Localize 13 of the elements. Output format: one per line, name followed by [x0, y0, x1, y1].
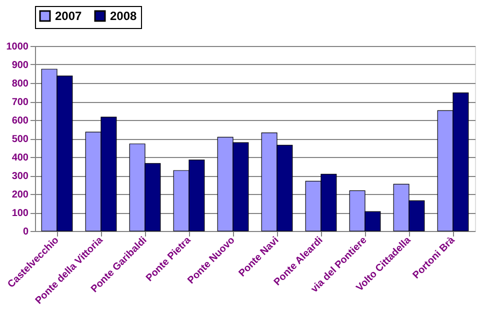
y-tick-label: 0 — [22, 226, 29, 238]
y-tick-label: 1000 — [6, 42, 29, 52]
legend-label: 2007 — [55, 9, 82, 23]
legend-label: 2008 — [110, 9, 138, 23]
y-tick-label: 600 — [12, 116, 29, 126]
y-tick-label: 900 — [12, 60, 29, 71]
y-tick-label: 400 — [12, 152, 29, 164]
y-tick-label: 200 — [12, 190, 29, 200]
y-tick-label: 500 — [12, 134, 29, 145]
y-tick-label: 700 — [12, 97, 29, 108]
y-tick-label: 100 — [12, 208, 29, 219]
y-tick-label: 300 — [12, 171, 29, 182]
y-tick-label: 800 — [12, 78, 29, 90]
